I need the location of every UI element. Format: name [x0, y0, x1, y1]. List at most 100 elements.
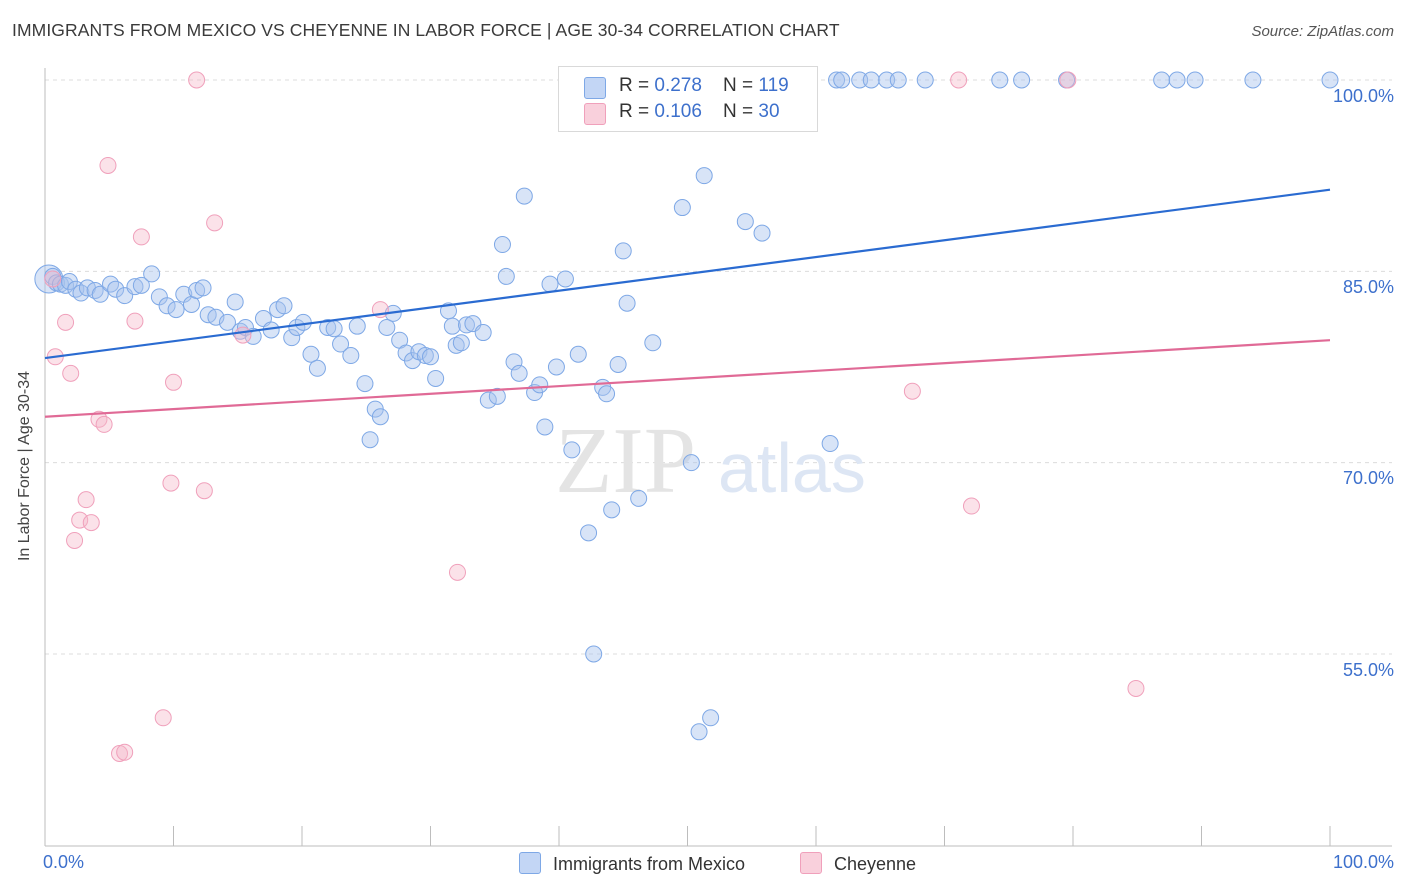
stats-legend: R = 0.278 N = 119 R = 0.106 N = 30	[558, 66, 818, 132]
cheyenne-point	[99, 156, 117, 174]
mexico-point	[332, 335, 350, 353]
legend-swatch-mexico	[519, 852, 541, 874]
mexico-point	[132, 276, 150, 294]
mexico-point	[1013, 71, 1031, 89]
legend-item-cheyenne[interactable]: Cheyenne	[800, 852, 916, 875]
mexico-point	[878, 71, 896, 89]
mexico-point	[447, 336, 465, 354]
mexico-point	[126, 278, 144, 296]
cheyenne-point	[44, 270, 62, 288]
mexico-point	[916, 71, 934, 89]
mexico-point	[1244, 71, 1262, 89]
trend-line-cheyenne	[44, 339, 1331, 418]
swatch-cheyenne	[584, 103, 606, 125]
trend-line-mexico	[44, 188, 1331, 360]
cheyenne-point	[1127, 679, 1145, 697]
n-label: N =	[723, 75, 759, 96]
watermark-zip: ZIP	[555, 409, 696, 513]
cheyenne-point	[77, 491, 95, 509]
mexico-point	[862, 71, 880, 89]
cheyenne-point	[95, 415, 113, 433]
mexico-point	[361, 431, 379, 449]
y-tick-100: 100.0%	[1332, 86, 1394, 106]
mexico-point	[427, 369, 445, 387]
mexico-point	[294, 313, 312, 331]
r-value: 0.106	[654, 101, 702, 122]
mexico-point	[695, 167, 713, 185]
x-tick-max: 100.0%	[1332, 852, 1394, 872]
mexico-point	[609, 355, 627, 373]
mexico-point	[143, 265, 161, 283]
mexico-point	[821, 435, 839, 453]
cheyenne-point	[448, 563, 466, 581]
mexico-point	[585, 645, 603, 663]
legend-swatch-cheyenne	[800, 852, 822, 874]
mexico-point	[1153, 71, 1171, 89]
y-tick-70: 70.0%	[1342, 468, 1394, 488]
r-value: 0.278	[654, 75, 702, 96]
mexico-point	[753, 224, 771, 242]
axes	[44, 68, 1392, 847]
cheyenne-point	[132, 228, 150, 246]
mexico-point	[452, 334, 470, 352]
source-note: Source: ZipAtlas.com	[1251, 23, 1394, 40]
mexico-point	[107, 280, 125, 298]
mexico-point	[422, 348, 439, 366]
mexico-point	[378, 318, 396, 336]
mexico-point	[194, 279, 212, 297]
cheyenne-point	[57, 313, 75, 331]
mexico-point	[325, 320, 343, 338]
mexico-point	[515, 187, 533, 205]
mexico-point	[510, 364, 528, 382]
mexico-point	[833, 71, 851, 89]
cheyenne-point	[90, 410, 108, 428]
mexico-point	[342, 347, 360, 365]
mexico-point	[1186, 71, 1204, 89]
mexico-point	[102, 275, 120, 293]
watermark-atlas: atlas	[718, 429, 866, 507]
mexico-point	[275, 297, 293, 315]
legend-item-mexico[interactable]: Immigrants from Mexico	[519, 852, 745, 875]
mexico-point	[630, 489, 648, 507]
y-tick-55: 55.0%	[1342, 660, 1394, 680]
mexico-point	[736, 213, 754, 231]
trend-lines	[44, 188, 1331, 418]
cheyenne-point	[162, 474, 180, 492]
cheyenne-point	[62, 364, 80, 382]
mexico-point	[618, 294, 636, 312]
legend-label-mexico: Immigrants from Mexico	[553, 854, 746, 874]
cheyenne-point	[1059, 71, 1077, 89]
legend-label-cheyenne: Cheyenne	[834, 854, 917, 874]
mexico-point	[851, 71, 869, 89]
swatch-mexico	[584, 77, 606, 99]
mexico-point	[569, 345, 587, 363]
r-label: R =	[619, 101, 655, 122]
mexico-point	[443, 317, 461, 335]
mexico-point	[603, 501, 621, 519]
mexico-point	[319, 318, 337, 336]
cheyenne-point	[154, 709, 172, 727]
mexico-point	[702, 709, 720, 727]
mexico-point	[556, 270, 574, 288]
mexico-point	[889, 71, 907, 89]
mexico-point	[457, 316, 475, 334]
gridlines	[45, 79, 1392, 655]
cheyenne-point	[126, 312, 144, 330]
n-value: 30	[758, 101, 780, 122]
mexico-point	[167, 301, 185, 319]
cheyenne-point	[82, 514, 100, 532]
mexico-point	[580, 524, 598, 542]
cheyenne-point	[962, 497, 980, 515]
cheyenne-point	[903, 382, 921, 400]
mexico-point	[598, 385, 616, 403]
mexico-point	[991, 71, 1009, 89]
mexico-point	[371, 408, 389, 426]
mexico-point	[158, 297, 176, 315]
mexico-point	[302, 345, 320, 363]
mexico-point	[682, 454, 700, 472]
mexico-point	[474, 324, 492, 342]
mexico-point	[690, 723, 708, 741]
mexico-point	[404, 352, 422, 370]
x-tick-min: 0.0%	[43, 852, 85, 872]
mexico-point	[563, 441, 581, 459]
